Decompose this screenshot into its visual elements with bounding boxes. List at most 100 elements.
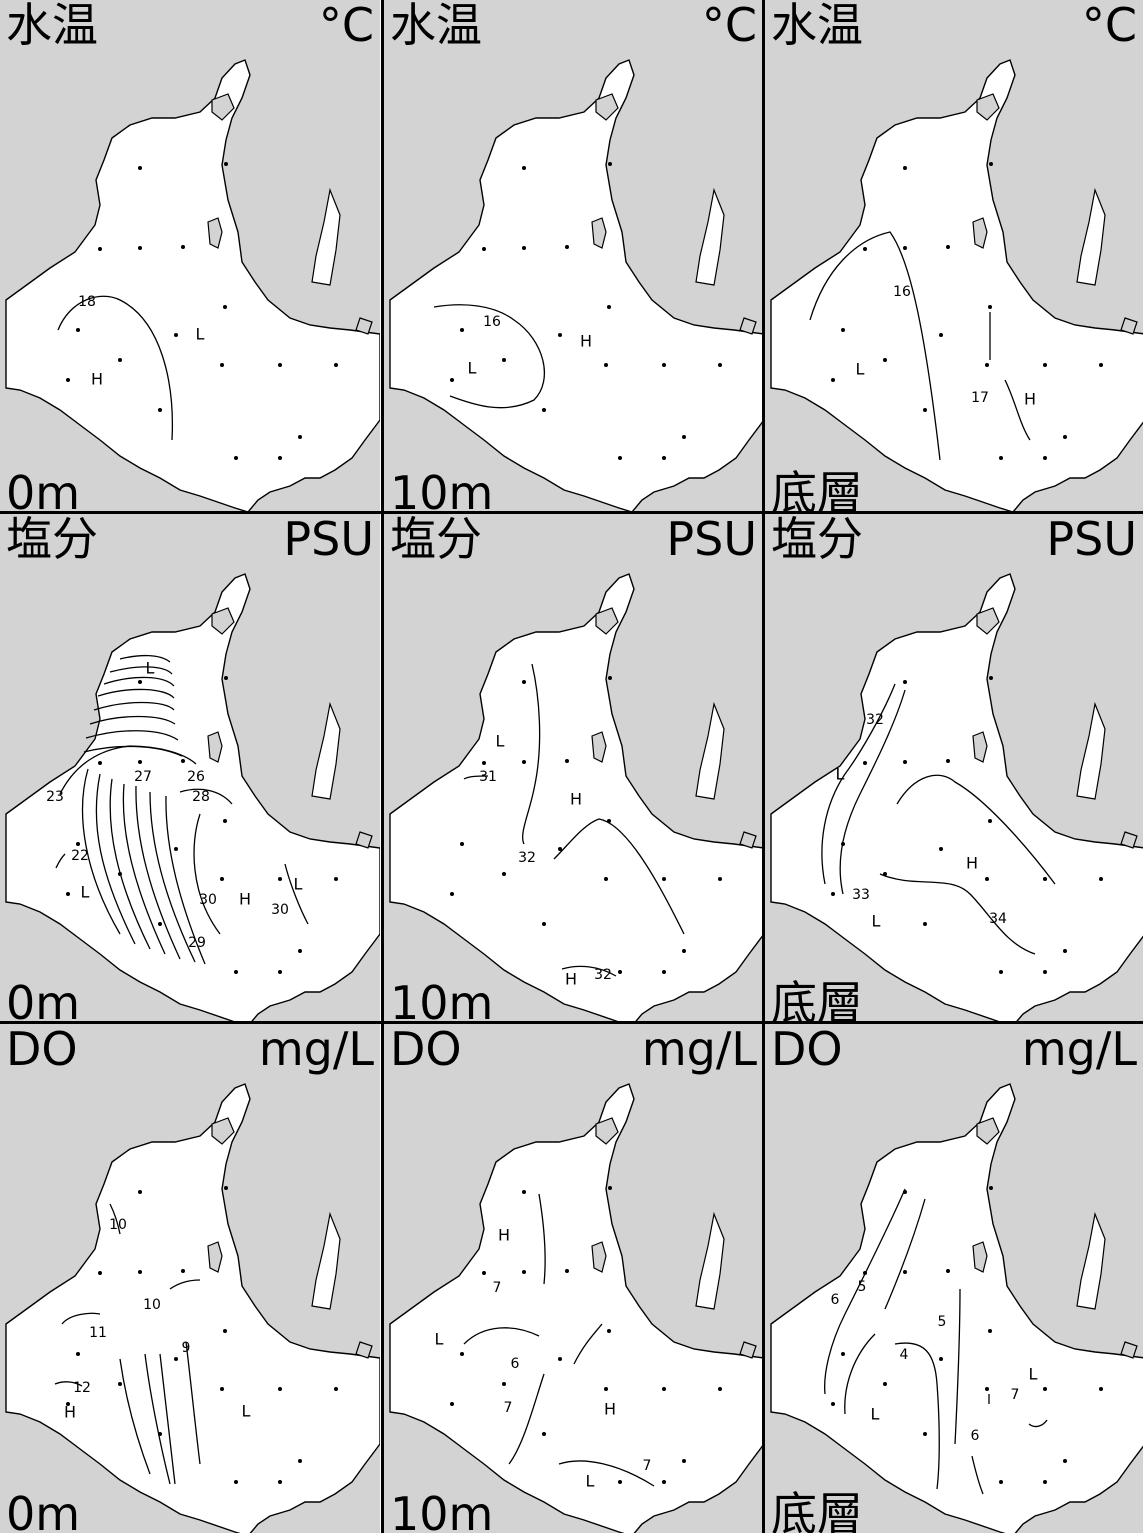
station-marker (1043, 877, 1047, 881)
station-marker (234, 456, 238, 460)
station-marker (522, 166, 526, 170)
high-marker: H (966, 854, 978, 873)
contour-label: 7 (504, 1400, 513, 1416)
station-marker (662, 1387, 666, 1391)
depth-label: 0m (6, 976, 81, 1022)
isoline (884, 1198, 926, 1310)
depth-label: 10m (390, 976, 494, 1022)
contour-label: 16 (893, 284, 911, 300)
station-marker (234, 970, 238, 974)
isoline (558, 1460, 655, 1487)
low-marker: L (586, 1472, 595, 1491)
isoline (839, 689, 906, 895)
isoline (185, 1341, 201, 1465)
isoline (1028, 1419, 1048, 1428)
station-marker (939, 1357, 943, 1361)
station-marker (460, 328, 464, 332)
isoline (954, 1288, 961, 1445)
parameter-title: 水温 (390, 0, 482, 52)
isoline (55, 853, 66, 869)
station-marker (502, 872, 506, 876)
station-marker (298, 1459, 302, 1463)
contour-label: 6 (971, 1428, 980, 1444)
station-marker (278, 1387, 282, 1391)
isoline (573, 1323, 603, 1365)
station-marker (98, 247, 102, 251)
island (355, 831, 373, 849)
station-marker (278, 363, 282, 367)
low-marker: L (146, 659, 155, 678)
unit-label: mg/L (1021, 1024, 1137, 1076)
station-marker (604, 363, 608, 367)
high-marker: H (64, 1403, 76, 1422)
isoline (81, 768, 206, 965)
station-marker (618, 970, 622, 974)
map-panel: H 7 L 6 7 H L 7 DO mg/L 10m (384, 1024, 763, 1533)
isoline (894, 1342, 940, 1490)
isoline (61, 1312, 101, 1325)
inlet (311, 1211, 341, 1310)
island (207, 731, 223, 763)
station-marker (138, 166, 142, 170)
station-marker (604, 877, 608, 881)
isoline (553, 818, 685, 935)
station-marker (298, 435, 302, 439)
island (207, 217, 223, 249)
isoline (59, 745, 197, 795)
contour-label: 30 (271, 902, 289, 918)
station-marker (999, 1480, 1003, 1484)
contour-label: 26 (187, 769, 205, 785)
island (972, 217, 988, 249)
station-marker (718, 363, 722, 367)
station-marker (618, 1480, 622, 1484)
depth-label: 底層 (771, 1487, 863, 1533)
station-marker (1063, 435, 1067, 439)
station-marker (224, 162, 228, 166)
station-marker (334, 877, 338, 881)
island (211, 607, 235, 635)
sea-area (770, 59, 1143, 512)
station-marker (542, 1432, 546, 1436)
isoline (179, 788, 233, 935)
island (972, 731, 988, 763)
island (591, 217, 607, 249)
station-marker (542, 408, 546, 412)
contour-label: 5 (858, 1279, 867, 1295)
island (976, 1117, 1000, 1145)
station-marker (181, 1269, 185, 1273)
inlet (311, 187, 341, 286)
station-marker (558, 333, 562, 337)
station-marker (223, 305, 227, 309)
depth-label: 底層 (771, 466, 863, 512)
parameter-title: DO (771, 1024, 843, 1076)
station-marker (903, 1270, 907, 1274)
contour-label: 31 (479, 769, 497, 785)
station-marker (939, 333, 943, 337)
contour-label: 34 (989, 911, 1007, 927)
low-marker: L (435, 1330, 444, 1349)
isoline (538, 1193, 546, 1285)
station-marker (989, 1186, 993, 1190)
station-marker (502, 1382, 506, 1386)
station-marker (138, 246, 142, 250)
contour-label: 7 (493, 1280, 502, 1296)
isoline (54, 1381, 83, 1387)
sea-area (389, 59, 763, 512)
isoline (896, 774, 1056, 885)
map-panel: 18 L H 水温 °C 0m (0, 0, 380, 512)
contour-label: 32 (866, 712, 884, 728)
station-marker (662, 970, 666, 974)
station-marker (174, 1357, 178, 1361)
contour-label: 10 (143, 1297, 161, 1313)
contour-label: 32 (518, 850, 536, 866)
station-marker (662, 456, 666, 460)
unit-label: mg/L (641, 1024, 757, 1076)
isoline (284, 863, 309, 925)
station-marker (118, 1382, 122, 1386)
low-marker: L (196, 325, 205, 344)
panel-divider (762, 0, 765, 1533)
high-marker: H (239, 890, 251, 909)
station-marker (985, 363, 989, 367)
station-marker (98, 761, 102, 765)
